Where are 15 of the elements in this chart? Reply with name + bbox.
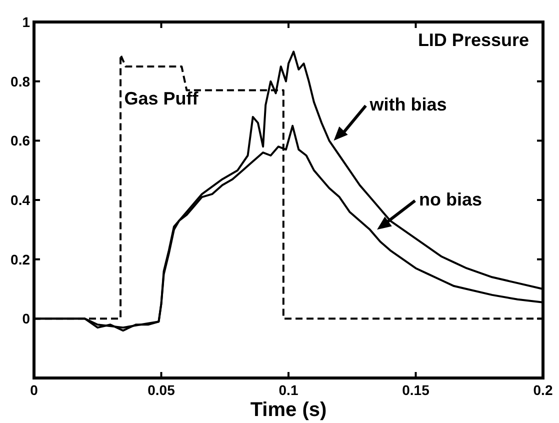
x-tick-label: 0.15 (402, 382, 430, 398)
y-tick-label: 0 (22, 310, 30, 327)
y-tick-label: 0.8 (10, 73, 30, 90)
x-tick-label: 0.05 (148, 382, 176, 398)
y-tick-label: 0.6 (10, 132, 30, 149)
series-label: Gas Puff (124, 88, 200, 108)
x-axis-title: Time (s) (250, 399, 327, 421)
x-tick-label: 0.2 (533, 382, 553, 398)
chart-title: LID Pressure (418, 30, 529, 50)
y-tick-label: 0.2 (10, 251, 30, 268)
legend-label: no bias (419, 190, 482, 210)
y-tick-label: 1 (22, 14, 30, 30)
y-tick-label: 0.4 (10, 192, 30, 208)
x-tick-label: 0.1 (278, 382, 298, 398)
text: with bias (368, 94, 447, 115)
